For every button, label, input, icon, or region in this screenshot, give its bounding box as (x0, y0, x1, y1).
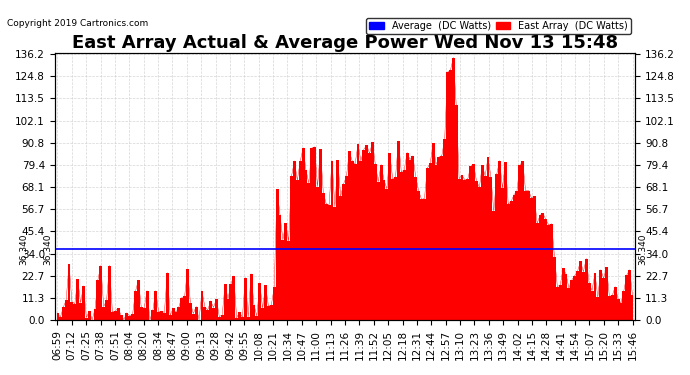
Text: Copyright 2019 Cartronics.com: Copyright 2019 Cartronics.com (7, 19, 148, 28)
Title: East Array Actual & Average Power Wed Nov 13 15:48: East Array Actual & Average Power Wed No… (72, 34, 618, 52)
Text: 36.340: 36.340 (19, 233, 28, 265)
Text: 36.340: 36.340 (638, 233, 647, 265)
Text: 36.340: 36.340 (43, 233, 52, 265)
Legend: Average  (DC Watts), East Array  (DC Watts): Average (DC Watts), East Array (DC Watts… (366, 18, 631, 34)
